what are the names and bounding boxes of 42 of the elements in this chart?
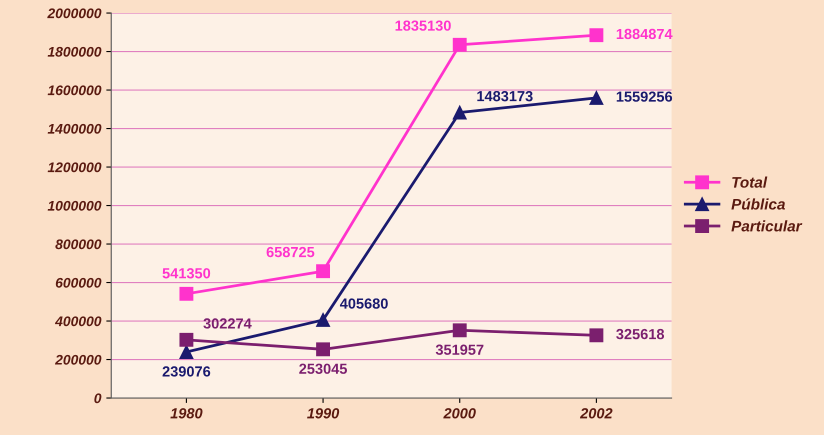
y-tick-label: 2000000: [47, 8, 102, 18]
point: [316, 342, 330, 356]
point: [589, 90, 604, 105]
point: [589, 28, 604, 42]
point: [179, 345, 194, 359]
data-label: 1835130: [396, 20, 451, 31]
y-tick-label: 1800000: [48, 46, 102, 57]
data-label: 239076: [162, 366, 210, 377]
data-label: 405680: [340, 298, 388, 309]
legend-label: Particular: [731, 220, 802, 232]
y-tick-label: 1400000: [48, 124, 102, 134]
y-tick-label: 1000000: [48, 200, 102, 211]
x-tick-label: 2002: [580, 408, 612, 418]
point: [452, 106, 467, 120]
legend-label: Pública: [731, 198, 786, 210]
y-tick-label: 600000: [56, 278, 102, 288]
data-label: 1483173: [477, 90, 533, 102]
x-tick-label: 1980: [170, 408, 202, 418]
data-label: 541350: [162, 268, 210, 278]
point: [452, 323, 467, 338]
data-label: 658725: [266, 246, 314, 258]
y-tick-label: 1600000: [48, 85, 102, 96]
legend-label: Total: [732, 176, 768, 188]
y-tick-label: 200000: [54, 354, 102, 365]
point: [589, 328, 604, 342]
data-label: 253045: [299, 364, 347, 374]
x-tick-label: 2000: [443, 408, 476, 418]
x-tick-label: 1990: [307, 408, 340, 418]
point: [179, 332, 194, 347]
y-tick-label: 800000: [55, 239, 102, 250]
data-label: 325618: [616, 328, 664, 340]
y-tick-label: 1200000: [48, 162, 102, 172]
point: [452, 38, 467, 52]
data-label: 1884874: [616, 28, 673, 40]
y-tick-label: 400000: [54, 316, 102, 326]
point: [316, 312, 330, 327]
point: [316, 264, 330, 278]
y-tick-label: 0: [94, 393, 102, 404]
data-label: 302274: [203, 318, 252, 329]
point: [179, 286, 194, 301]
data-label: 1559256: [616, 91, 672, 102]
data-label: 351957: [436, 344, 484, 355]
